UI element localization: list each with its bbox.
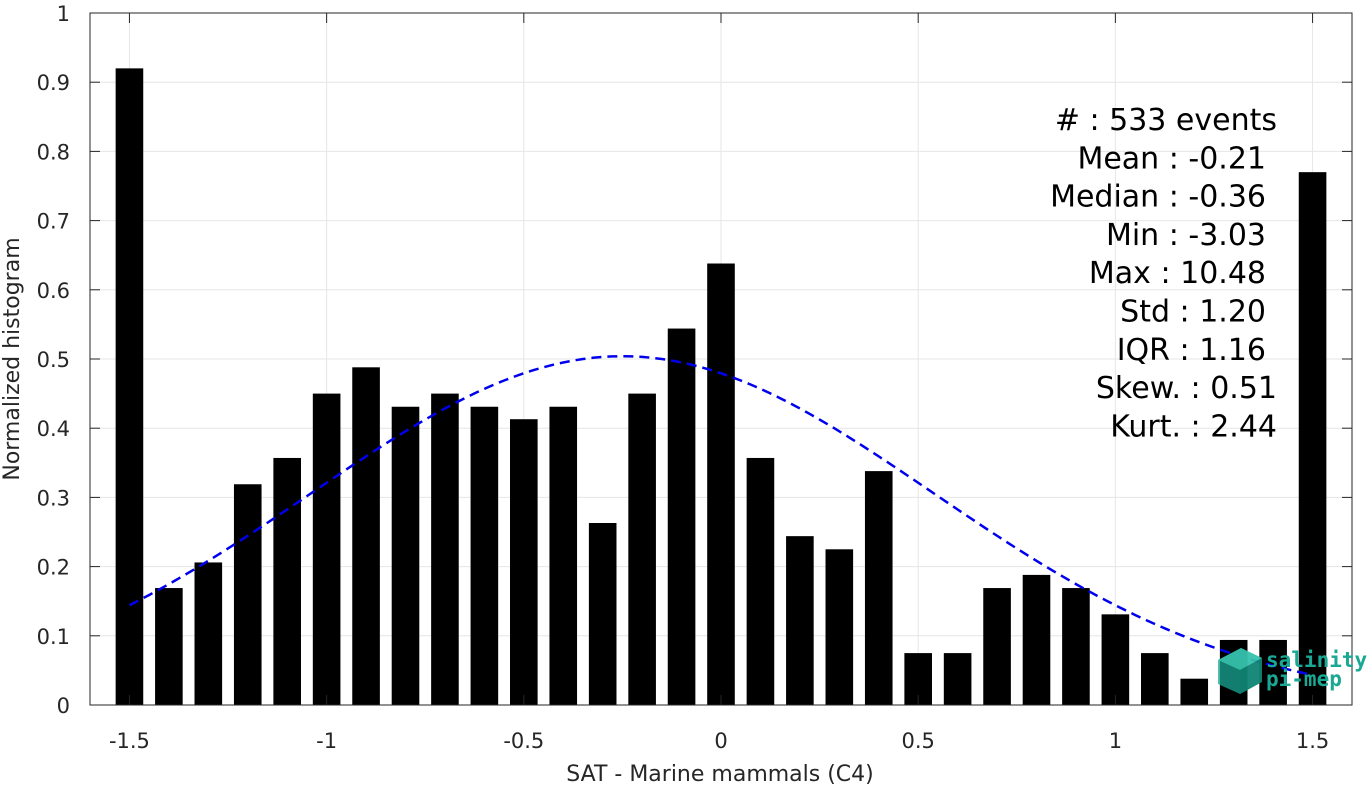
histogram-bar-25 <box>1101 614 1130 705</box>
x-axis-label: SAT - Marine mammals (C4) <box>566 762 874 785</box>
stat-line-0: # : 533 events <box>1055 103 1277 138</box>
histogram-bar-22 <box>983 588 1011 705</box>
histogram-bar-16 <box>746 457 775 705</box>
logo-text-line2: pi-mep <box>1266 667 1342 691</box>
histogram-bar-2 <box>194 562 223 705</box>
y-tick-label-5: 0.5 <box>37 348 70 372</box>
histogram-bar-24 <box>1062 588 1090 705</box>
histogram-bar-4 <box>273 457 301 705</box>
stat-line-7: Skew. : 0.51 <box>1096 371 1277 406</box>
y-tick-label-6: 0.6 <box>37 279 70 303</box>
histogram-bar-8 <box>431 393 459 705</box>
histogram-bar-6 <box>352 367 380 705</box>
salinity-pimep-logo: salinity pi-mep <box>1218 648 1367 694</box>
histogram-bar-10 <box>510 419 538 705</box>
histogram-bar-23 <box>1022 574 1051 705</box>
y-tick-label-1: 0.1 <box>37 625 70 649</box>
x-tick-labels: -1.5 -1 -0.5 0 0.5 1 1.5 <box>109 729 1329 753</box>
stat-line-5: Std : 1.20 <box>1120 295 1266 330</box>
x-tick-label-2: -0.5 <box>503 729 544 753</box>
histogram-bars <box>115 68 1327 706</box>
y-tick-label-10: 1 <box>57 2 70 26</box>
histogram-bar-9 <box>470 406 499 705</box>
y-axis-label: Normalized histogram <box>0 237 25 480</box>
axis-ticks <box>90 12 1352 706</box>
histogram-bar-1 <box>155 588 183 705</box>
histogram-bar-12 <box>588 523 617 705</box>
x-tick-label-0: -1.5 <box>109 729 150 753</box>
logo-cube-icon <box>1218 648 1262 694</box>
histogram-bar-0 <box>115 68 144 706</box>
histogram-bar-7 <box>391 406 420 705</box>
y-tick-label-3: 0.3 <box>37 486 70 510</box>
x-tick-label-6: 1.5 <box>1296 729 1329 753</box>
x-tick-label-1: -1 <box>316 729 337 753</box>
stat-line-4: Max : 10.48 <box>1089 256 1266 291</box>
histogram-bar-29 <box>1259 639 1287 705</box>
histogram-bar-26 <box>1141 653 1169 705</box>
x-tick-label-3: 0 <box>714 729 727 753</box>
x-tick-label-4: 0.5 <box>901 729 934 753</box>
stat-line-3: Min : -3.03 <box>1106 218 1266 253</box>
histogram-bar-13 <box>628 393 656 705</box>
logo-text-line1: salinity <box>1266 648 1367 672</box>
histogram-bar-19 <box>864 471 893 705</box>
y-tick-label-2: 0.2 <box>37 556 70 580</box>
y-tick-label-7: 0.7 <box>37 210 70 234</box>
histogram-bar-15 <box>707 263 735 705</box>
y-tick-label-8: 0.8 <box>37 140 70 164</box>
stat-line-1: Mean : -0.21 <box>1077 141 1266 176</box>
y-tick-labels: 0 0.1 0.2 0.3 0.4 0.5 0.6 0.7 0.8 0.9 1 <box>37 2 70 718</box>
stat-line-6: IQR : 1.16 <box>1117 333 1266 368</box>
histogram-bar-27 <box>1180 678 1209 705</box>
histogram-bar-21 <box>943 653 972 705</box>
y-tick-label-9: 0.9 <box>37 71 70 95</box>
histogram-bar-5 <box>312 393 341 705</box>
y-tick-label-0: 0 <box>57 694 70 718</box>
histogram-bar-17 <box>786 536 814 705</box>
histogram-bar-11 <box>549 406 578 705</box>
histogram-bar-3 <box>233 484 262 705</box>
normal-fit-curve <box>128 354 1313 677</box>
stat-line-8: Kurt. : 2.44 <box>1110 409 1277 444</box>
histogram-bar-14 <box>667 328 696 705</box>
x-tick-label-5: 1 <box>1109 729 1122 753</box>
y-tick-label-4: 0.4 <box>37 417 70 441</box>
histogram-bar-30 <box>1298 172 1327 705</box>
histogram-bar-18 <box>825 549 854 705</box>
stat-line-2: Median : -0.36 <box>1050 180 1266 215</box>
